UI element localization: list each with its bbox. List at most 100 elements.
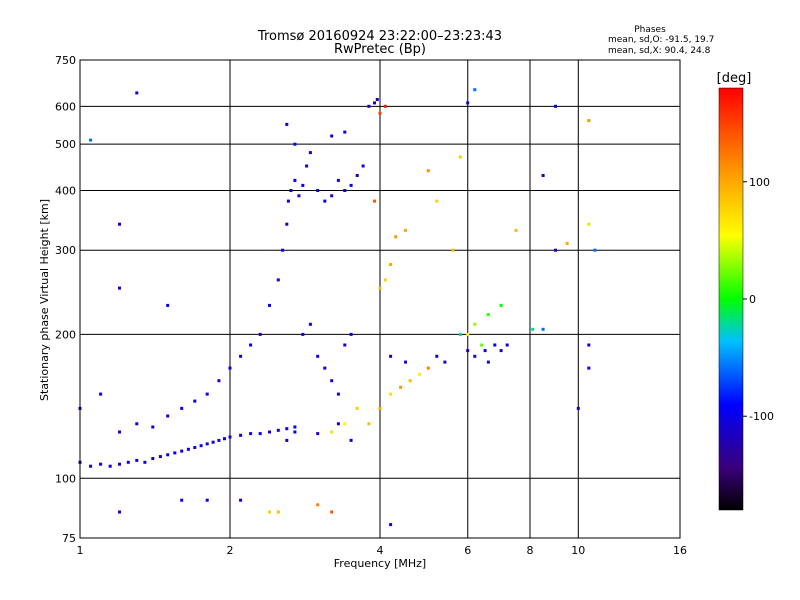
data-point bbox=[217, 438, 221, 442]
data-point bbox=[389, 392, 393, 396]
data-point bbox=[205, 392, 209, 396]
data-point bbox=[228, 435, 232, 439]
data-point bbox=[199, 444, 203, 448]
data-point bbox=[587, 119, 591, 123]
x-tick-label: 4 bbox=[377, 544, 384, 557]
data-point bbox=[180, 449, 184, 453]
data-point bbox=[349, 438, 353, 442]
data-point bbox=[499, 303, 503, 307]
data-point bbox=[285, 427, 289, 431]
data-point bbox=[135, 91, 139, 95]
data-point bbox=[289, 189, 293, 192]
data-point bbox=[166, 303, 170, 307]
data-point bbox=[193, 399, 197, 403]
data-point bbox=[151, 457, 155, 460]
y-tick-label: 400 bbox=[55, 184, 76, 197]
data-point bbox=[286, 199, 290, 203]
data-point bbox=[228, 366, 232, 370]
colorbar bbox=[718, 87, 744, 511]
data-point bbox=[293, 142, 297, 146]
data-point bbox=[389, 263, 393, 266]
stats-heading: Phases bbox=[634, 25, 666, 35]
data-point bbox=[541, 327, 545, 331]
data-point bbox=[576, 406, 580, 410]
data-point bbox=[276, 428, 280, 432]
data-point bbox=[336, 392, 340, 396]
data-point bbox=[108, 464, 112, 468]
data-point bbox=[336, 422, 340, 426]
data-point bbox=[349, 183, 353, 187]
data-point bbox=[126, 460, 130, 464]
data-point bbox=[276, 278, 280, 282]
data-point bbox=[308, 322, 312, 326]
data-point bbox=[301, 332, 305, 336]
data-point bbox=[480, 343, 484, 347]
data-point bbox=[408, 379, 412, 383]
data-point bbox=[486, 360, 490, 364]
x-tick-label: 16 bbox=[673, 544, 687, 557]
y-tick-label: 500 bbox=[55, 138, 76, 151]
data-point bbox=[378, 286, 382, 290]
data-point bbox=[483, 349, 487, 353]
data-point bbox=[375, 98, 379, 101]
stats-line-o: mean, sd,O: -91.5, 19.7 bbox=[608, 35, 714, 45]
data-point bbox=[285, 122, 289, 126]
data-point bbox=[293, 430, 297, 434]
data-point bbox=[473, 88, 477, 92]
chart-subtitle: RwPretec (Bp) bbox=[334, 42, 426, 57]
data-point bbox=[316, 354, 320, 358]
data-point bbox=[458, 332, 462, 336]
data-point bbox=[458, 155, 462, 159]
data-point bbox=[330, 379, 334, 383]
data-point bbox=[268, 510, 271, 514]
colorbar-tick-label: 100 bbox=[749, 176, 770, 189]
data-point bbox=[330, 134, 334, 138]
data-point bbox=[443, 360, 447, 364]
data-point bbox=[493, 343, 497, 347]
y-axis-ticks: 75 100 200 300 400 500 600 750 bbox=[55, 54, 76, 545]
data-point bbox=[118, 510, 121, 514]
data-point bbox=[118, 462, 121, 466]
data-point bbox=[323, 366, 327, 370]
data-point bbox=[249, 343, 253, 347]
data-point bbox=[355, 406, 359, 410]
data-point bbox=[466, 332, 470, 336]
data-point bbox=[323, 199, 327, 203]
data-point bbox=[239, 498, 243, 502]
x-tick-label: 1 bbox=[77, 544, 84, 557]
data-point bbox=[316, 432, 320, 436]
data-point bbox=[305, 164, 309, 168]
data-point bbox=[205, 498, 209, 502]
data-point bbox=[293, 425, 297, 429]
y-tick-label: 200 bbox=[55, 328, 76, 341]
data-point bbox=[223, 437, 226, 441]
data-point bbox=[297, 194, 301, 198]
data-point bbox=[89, 138, 93, 142]
data-point bbox=[268, 430, 271, 434]
data-point bbox=[399, 385, 403, 389]
data-point bbox=[330, 510, 334, 514]
data-point bbox=[281, 248, 285, 252]
data-point bbox=[151, 425, 155, 429]
chart-title: Tromsø 20160924 23:22:00–23:23:43 bbox=[257, 29, 502, 44]
data-point bbox=[531, 327, 535, 331]
colorbar-tick-label: 0 bbox=[749, 293, 756, 306]
data-point bbox=[367, 422, 371, 426]
data-point bbox=[293, 178, 297, 182]
data-point bbox=[276, 510, 280, 514]
data-point bbox=[373, 199, 376, 203]
data-point bbox=[473, 322, 477, 326]
data-point bbox=[367, 104, 371, 108]
plot-frame bbox=[79, 59, 681, 539]
data-point bbox=[426, 169, 430, 173]
data-point bbox=[285, 438, 289, 442]
data-point bbox=[505, 343, 509, 347]
data-point bbox=[587, 343, 591, 347]
data-point bbox=[239, 354, 243, 358]
data-point bbox=[514, 228, 518, 232]
data-point bbox=[343, 343, 347, 347]
data-point bbox=[389, 354, 393, 358]
data-point bbox=[239, 433, 243, 437]
data-point bbox=[285, 222, 289, 226]
